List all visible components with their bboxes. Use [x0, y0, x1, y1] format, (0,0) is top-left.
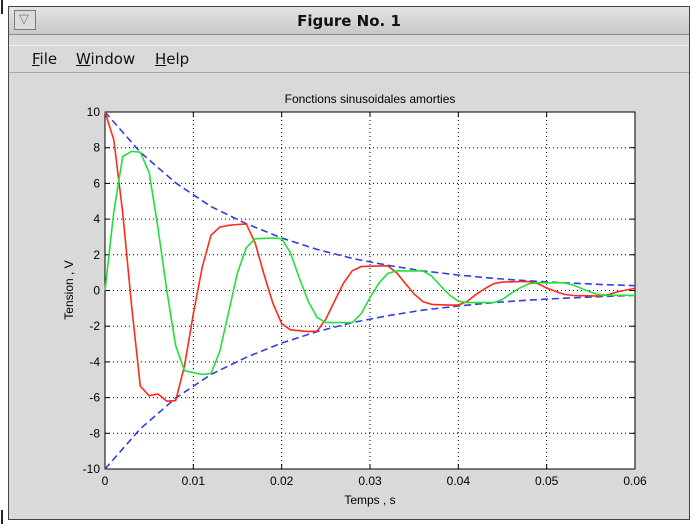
- edge-mark: [1, 0, 3, 14]
- y-tick-label: -4: [89, 355, 100, 369]
- menu-window[interactable]: Window: [76, 50, 135, 68]
- figure-canvas: Fonctions sinusoidales amorties 0 0.01 0.0…: [62, 92, 647, 507]
- triangle-down-icon: ▽: [19, 12, 29, 27]
- window-menu-button[interactable]: ▽: [14, 10, 36, 30]
- series-group: [104, 111, 636, 470]
- y-tick-label: 4: [93, 212, 100, 226]
- x-tick-label: 0.03: [358, 474, 382, 488]
- envelope-line-0: [104, 111, 636, 287]
- y-tick-label: -8: [89, 426, 100, 440]
- curve-line-2: [104, 111, 636, 403]
- window-title: Figure No. 1: [297, 12, 401, 30]
- figure-window: ▽ Figure No. 1 File Window Help Fonction…: [8, 6, 690, 520]
- menu-help-label: elp: [166, 50, 190, 68]
- grid-lines: [105, 112, 635, 469]
- menu-window-label: indow: [90, 50, 136, 68]
- y-tick-label: 6: [93, 176, 100, 190]
- y-tick-label: 10: [87, 105, 101, 119]
- edge-mark: [1, 510, 3, 524]
- y-tick-label: -2: [89, 319, 100, 333]
- menu-help-mnemonic: H: [155, 50, 167, 68]
- desktop-left-edge: [0, 0, 4, 524]
- menu-file[interactable]: File: [32, 50, 57, 68]
- envelope-line-1: [104, 294, 636, 470]
- x-tick-label: 0.05: [535, 474, 559, 488]
- x-tick-label: 0.06: [623, 474, 647, 488]
- y-tick-label: 2: [93, 248, 100, 262]
- menu-bar: File Window Help: [9, 45, 689, 73]
- y-tick-label: 0: [93, 284, 100, 298]
- menu-file-label: ile: [39, 50, 58, 68]
- menu-help[interactable]: Help: [155, 50, 189, 68]
- x-tick-label: 0: [102, 474, 109, 488]
- chart-title: Fonctions sinusoidales amorties: [285, 92, 456, 106]
- y-axis-label: Tension , V: [62, 260, 76, 319]
- x-tick-label: 0.04: [447, 474, 471, 488]
- x-tick-label: 0.02: [270, 474, 294, 488]
- x-axis-label: Temps , s: [344, 493, 395, 507]
- x-tick-label: 0.01: [182, 474, 206, 488]
- title-bar[interactable]: ▽ Figure No. 1: [9, 7, 689, 35]
- y-tick-label: 8: [93, 141, 100, 155]
- menu-window-mnemonic: W: [76, 50, 91, 68]
- menu-file-mnemonic: F: [32, 50, 40, 68]
- curve-line-3: [104, 150, 635, 376]
- axis-ticks: 0 0.01 0.02 0.03 0.04 0.05 0.06 10 8 6 4 2 0 -2 -4 -6 -8…: [83, 105, 647, 488]
- y-tick-label: -6: [89, 391, 100, 405]
- y-tick-label: -10: [83, 462, 101, 476]
